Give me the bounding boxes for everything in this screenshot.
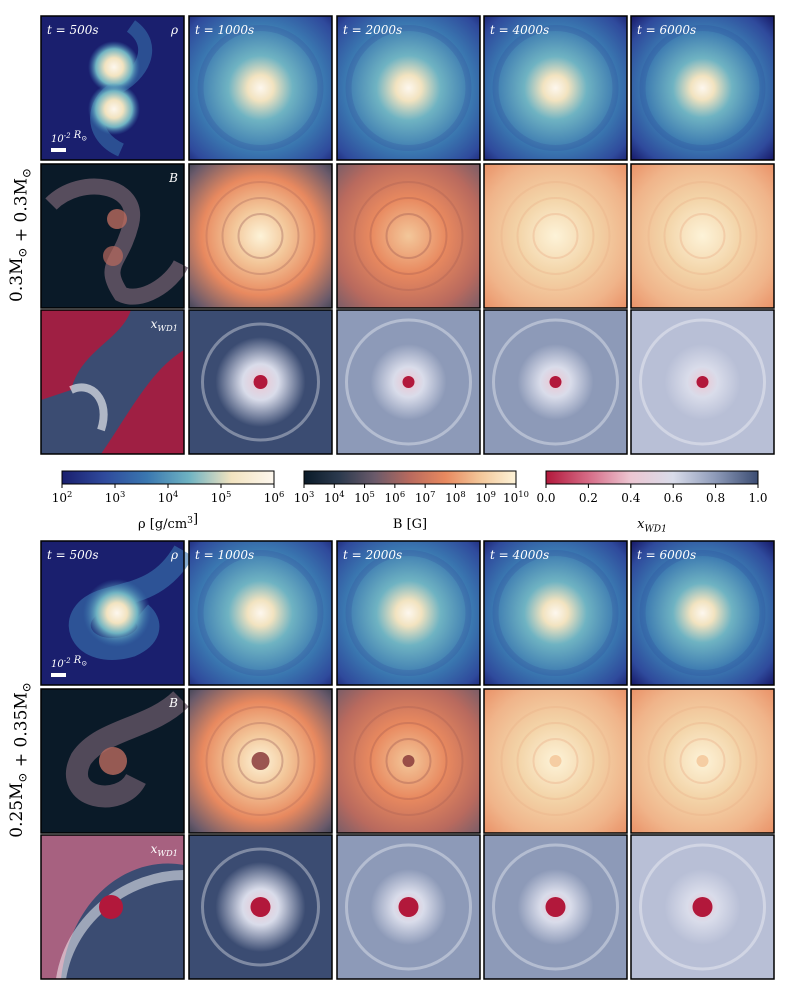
time-label: t = 2000s (343, 548, 402, 562)
colorbar-tick-label: 0.2 (579, 491, 598, 505)
colorbar-tick-label: 0.6 (664, 491, 683, 505)
sim-cell: t = 500s ρ 10-2 R⊙ (40, 540, 194, 686)
time-label: t = 4000s (490, 23, 549, 37)
colorbar-density: 102 103 104 105 106 ρ [g/cm3] (52, 470, 285, 532)
panel-group: t = 500s ρ 10-2 R⊙ t = 1000s t = 2000s t = 40… (40, 15, 775, 455)
sim-cell: xWD1 (40, 309, 185, 455)
sim-cell (630, 688, 775, 834)
panel-side-label: 0.25M⊙ + 0.35M⊙ (7, 682, 34, 838)
colorbar-tick-label: 104 (324, 489, 345, 505)
sim-cell (336, 688, 481, 834)
sim-cell (188, 309, 333, 455)
quantity-label: ρ (170, 23, 178, 37)
quantity-label: xWD1 (151, 842, 178, 858)
colorbar-label: B [G] (393, 517, 427, 532)
time-label: t = 6000s (637, 23, 696, 37)
time-label: t = 1000s (195, 23, 254, 37)
sim-cell (188, 688, 333, 834)
sim-cell (188, 163, 333, 309)
time-label: t = 4000s (490, 548, 549, 562)
colorbar-tick-label: 0.0 (536, 491, 555, 505)
sim-cell (336, 834, 481, 980)
sim-cell: t = 2000s (336, 15, 481, 161)
sim-cell: t = 6000s (630, 15, 775, 161)
time-label: t = 6000s (637, 548, 696, 562)
time-label: t = 2000s (343, 23, 402, 37)
colorbar-tick-label: 0.4 (621, 491, 640, 505)
colorbar-tick-label: 102 (52, 489, 73, 505)
colorbar-tick-label: 103 (294, 489, 315, 505)
colorbar-tick-label: 106 (264, 489, 285, 505)
sim-cell (483, 688, 628, 834)
quantity-label: ρ (170, 548, 178, 562)
quantity-label: B (168, 696, 178, 710)
sim-cell: xWD1 (40, 834, 185, 980)
sim-cell (630, 834, 775, 980)
panel-side-label: 0.3M⊙ + 0.3M⊙ (7, 168, 34, 302)
panel-group: t = 500s ρ 10-2 R⊙ t = 1000s t = 2000s t = 40… (40, 540, 775, 980)
colorbar-magnetic: 103 104 105 106 107 108 109 1010 B [G] (294, 470, 529, 532)
time-label: t = 1000s (195, 548, 254, 562)
sim-cell (483, 834, 628, 980)
sim-cell: t = 500s ρ 10-2 R⊙ (40, 15, 185, 161)
scalebar-label: 10-2 R⊙ (51, 655, 87, 670)
colorbar-tick-label: 1010 (503, 489, 529, 505)
quantity-label: xWD1 (151, 317, 178, 333)
colorbar-composition: 0.0 0.2 0.4 0.6 0.8 1.0 xWD1 (536, 470, 768, 534)
sim-cell (483, 309, 628, 455)
colorbar-tick-label: 109 (475, 489, 496, 505)
sim-cell (188, 834, 333, 980)
sim-cell: t = 4000s (483, 540, 628, 686)
sim-cell (336, 163, 481, 309)
scalebar-label: 10-2 R⊙ (51, 130, 87, 145)
sim-cell (336, 309, 481, 455)
sim-cell (630, 309, 775, 455)
scalebar (51, 673, 66, 677)
time-label: t = 500s (47, 548, 99, 562)
colorbar-label: ρ [g/cm3] (138, 512, 198, 532)
sim-cell: t = 4000s (483, 15, 628, 161)
colorbar-tick-label: 106 (385, 489, 406, 505)
colorbar-tick-label: 103 (105, 489, 126, 505)
quantity-label: B (168, 171, 178, 185)
sim-cell: t = 1000s (188, 540, 333, 686)
sim-cell: t = 1000s (188, 15, 333, 161)
scalebar (51, 148, 66, 152)
colorbar-label: xWD1 (637, 517, 667, 534)
colorbar-tick-label: 108 (445, 489, 466, 505)
time-label: t = 500s (47, 23, 99, 37)
colorbar-tick-label: 105 (211, 489, 232, 505)
colorbar-tick-label: 0.8 (706, 491, 725, 505)
sim-cell: B (40, 688, 189, 834)
sim-cell: t = 2000s (336, 540, 481, 686)
sim-cell (483, 163, 628, 309)
colorbar-tick-label: 107 (415, 489, 436, 505)
colorbar-tick-label: 105 (354, 489, 375, 505)
sim-cell (630, 163, 775, 309)
colorbar-tick-label: 1.0 (748, 491, 767, 505)
sim-cell: t = 6000s (630, 540, 775, 686)
colorbar-tick-label: 104 (158, 489, 179, 505)
sim-cell: B (40, 163, 189, 309)
